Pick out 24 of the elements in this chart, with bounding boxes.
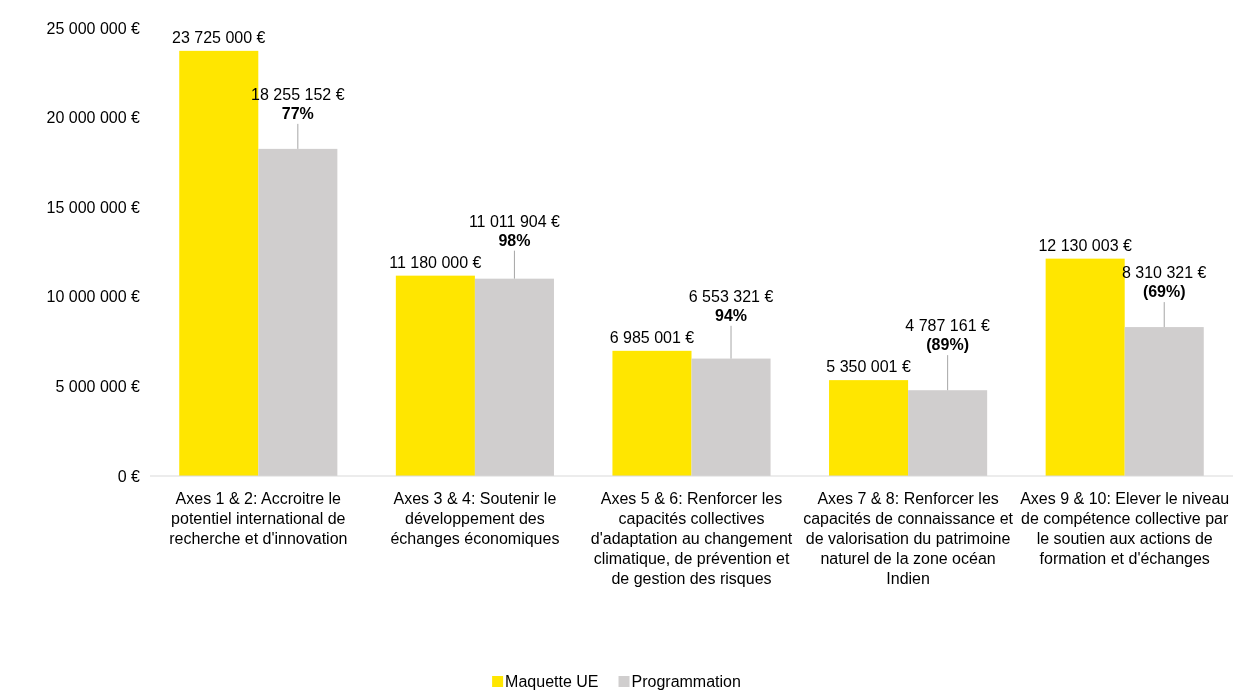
data-label: 11 180 000 € [389,253,482,271]
data-label: 6 985 001 € [609,328,695,346]
data-label: 6 553 321 € 94% [688,287,774,324]
data-label: 4 787 161 € (89%) [905,317,990,354]
legend-label: Maquette UE [505,673,599,690]
x-tick-label: Axes 7 & 8: Renforcer les capacités de connaissance et de valorisation du patrimoine naturel de la zone océan Indien [803,490,1014,587]
y-tick-label: 0 € [117,467,141,485]
y-tick-label: 25 000 000 € [46,19,141,37]
x-tick-label: Axes 9 & 10: Elever le niveau de compétence collective par le soutien aux actions de formation et d'échanges [1020,490,1230,567]
y-tick-label: 5 000 000 € [55,378,141,396]
bar [612,350,692,476]
x-tick-label: Axes 5 & 6: Renforcer les capacités collectives d'adaptation au changement climatique, de prévention et de gestion des risques [590,490,793,587]
y-tick-label: 20 000 000 € [46,109,141,127]
bar [395,275,475,476]
bar [829,380,909,476]
y-tick-label: 15 000 000 € [46,198,141,216]
data-label: 11 011 904 € 98% [468,212,561,249]
x-tick-label: Axes 1 & 2: Accroitre le potentiel international de recherche et d'innovation [169,490,348,547]
legend-label: Programmation [631,673,741,690]
data-label: 12 130 003 € [1038,236,1132,254]
data-label: 5 350 001 € [826,358,911,376]
y-tick-label: 10 000 000 € [46,288,141,306]
x-tick-label: Axes 3 & 4: Soutenir le développement des échanges économiques [390,490,560,547]
data-label: 23 725 000 € [172,28,266,46]
